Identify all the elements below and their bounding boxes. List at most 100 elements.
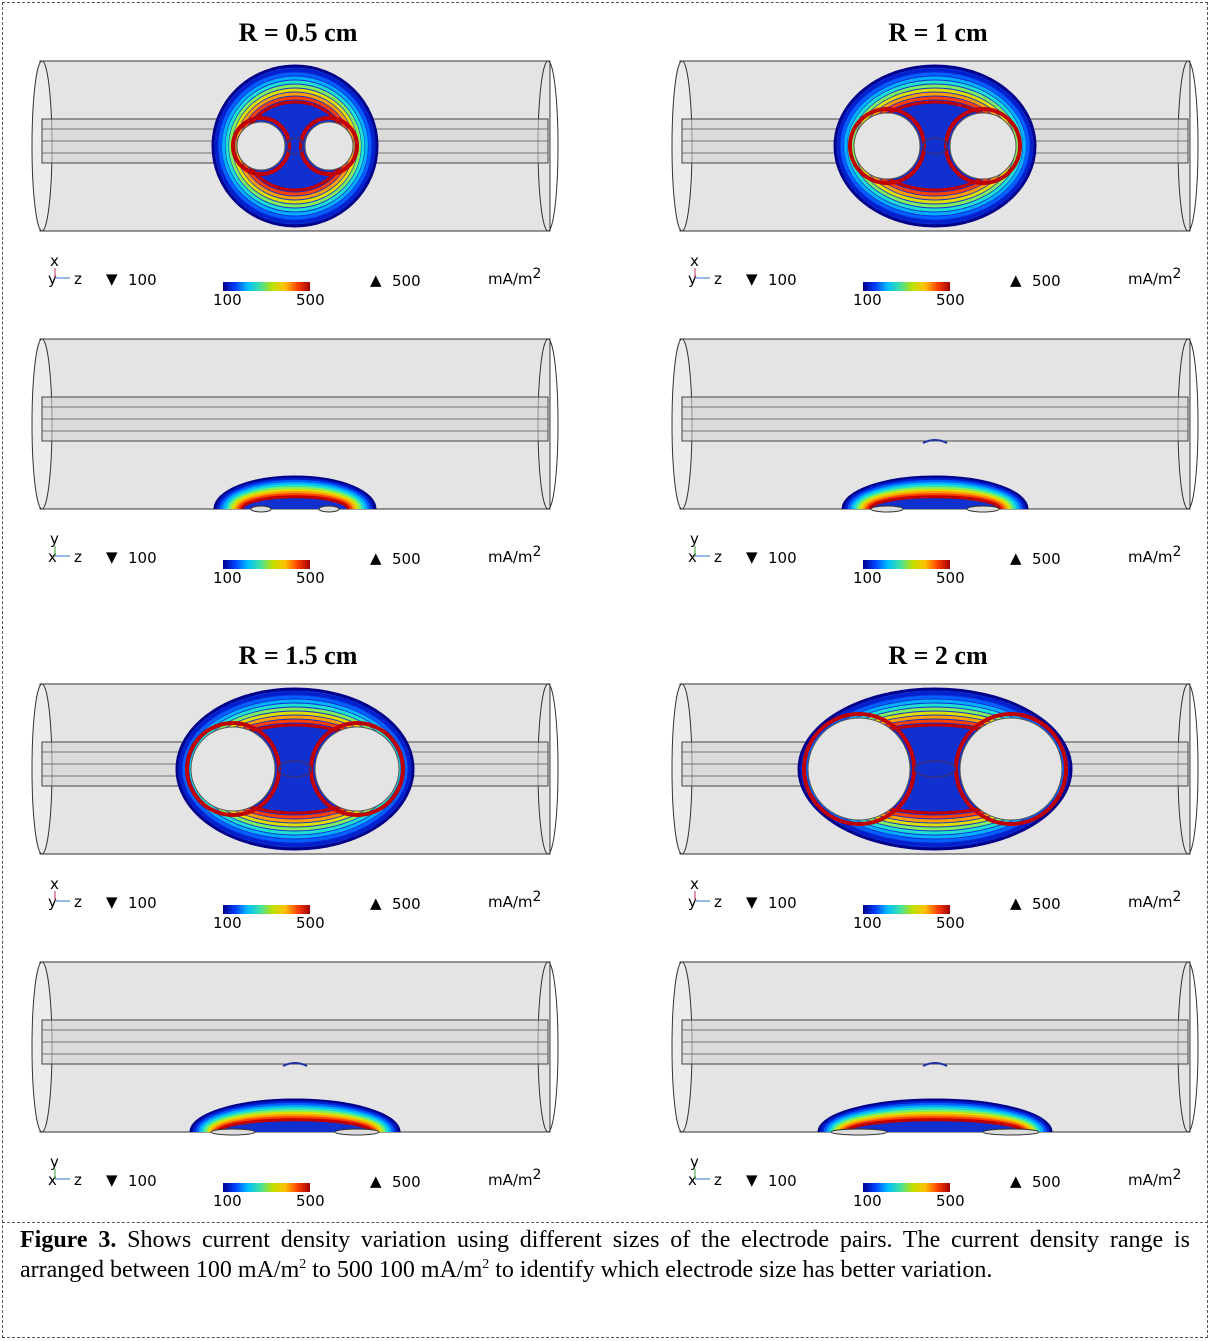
electrode (334, 1128, 380, 1136)
electrode (982, 1128, 1040, 1136)
max-value: 500 (392, 550, 421, 568)
electrode (830, 1128, 888, 1136)
contour (853, 484, 1017, 510)
unit: mA/m2 (488, 890, 541, 911)
simulation-view (31, 961, 559, 1136)
min-marker: ▼ (746, 270, 758, 288)
unit-text: mA/m (1128, 270, 1173, 288)
unit-sup: 2 (1172, 266, 1182, 282)
contour (835, 1111, 1035, 1133)
panel-title: R = 2 cm (888, 641, 988, 670)
max-marker: ▲ (1010, 549, 1022, 567)
axis-right-label: z (74, 893, 82, 911)
unit-sup: 2 (1172, 889, 1182, 905)
axis-depth-label: x (48, 1171, 57, 1189)
unit: mA/m2 (488, 545, 541, 566)
contour (228, 486, 362, 510)
contour (207, 1111, 383, 1133)
unit-sup: 2 (1172, 1167, 1182, 1183)
center-contour (278, 760, 312, 778)
axis-triad (54, 268, 70, 279)
axis-depth-label: y (48, 270, 57, 288)
max-marker: ▲ (370, 549, 382, 567)
colorbar-label: 500 (296, 1192, 325, 1210)
legend: y x z ▼ 100 100 500 ▲ 500 mA/m2 (668, 528, 1208, 588)
colorbar-label: 100 (853, 1192, 882, 1210)
caption-text: Shows current density variation using di… (20, 1227, 1191, 1283)
electrode (314, 726, 400, 812)
contour (865, 493, 1005, 510)
colorbar-label: 500 (936, 291, 965, 309)
legend: y x z ▼ 100 100 500 ▲ 500 mA/m2 (28, 1151, 568, 1211)
colorbar-label: 500 (296, 291, 325, 309)
colorbar-label: 500 (296, 914, 325, 932)
colorbar-label: 100 (853, 914, 882, 932)
axis-right-label: z (714, 270, 722, 288)
unit: mA/m2 (488, 267, 541, 288)
contour (201, 1107, 389, 1133)
panel: R = 1.5 cm x y z ▼ 100 100 500 ▲ 500 mA/m2 y x z ▼ 100 1… (28, 623, 568, 1233)
colorbar-label: 500 (936, 1192, 965, 1210)
contour (847, 479, 1023, 510)
max-value: 500 (392, 272, 421, 290)
axis-depth-label: y (688, 893, 697, 911)
contour (215, 68, 375, 224)
electrode (236, 121, 286, 171)
caption-text: to 500 100 mA/m (306, 1257, 483, 1283)
contour (218, 72, 372, 220)
small-contour (922, 439, 948, 444)
axis-right-label: z (74, 1171, 82, 1189)
colorbar-label: 500 (936, 569, 965, 587)
electrode (318, 505, 340, 513)
electrode (190, 726, 276, 812)
electrode (807, 717, 911, 821)
colorbar (863, 560, 950, 569)
axis-triad (694, 1169, 710, 1180)
colorbar (223, 905, 310, 914)
max-value: 500 (1032, 272, 1061, 290)
axis-up-label: y (50, 1153, 59, 1171)
contour (210, 1113, 380, 1133)
contour (222, 76, 368, 216)
simulation-view (31, 683, 559, 855)
min-marker: ▼ (106, 270, 118, 288)
contour (231, 488, 359, 510)
min-value: 100 (768, 549, 797, 567)
unit: mA/m2 (1128, 545, 1181, 566)
contour (216, 477, 374, 510)
caption: Figure 3. Shows current density variatio… (2, 1222, 1208, 1338)
colorbar-label: 100 (213, 914, 242, 932)
max-value: 500 (392, 895, 421, 913)
electrode-ring (231, 116, 291, 176)
unit-text: mA/m (488, 1171, 533, 1189)
center-contour (922, 137, 948, 155)
axis-triad (694, 268, 710, 279)
axis-depth-label: x (48, 548, 57, 566)
axis-triad (54, 891, 70, 902)
electrode (949, 112, 1017, 180)
unit: mA/m2 (1128, 1168, 1181, 1189)
simulation-view (31, 60, 559, 232)
axis-triad (54, 546, 70, 557)
unit-sup: 2 (532, 1167, 542, 1183)
axis-right-label: z (74, 270, 82, 288)
max-marker: ▲ (370, 271, 382, 289)
center-contour (286, 137, 304, 155)
panel-title: R = 0.5 cm (238, 18, 358, 47)
axis-right-label: z (714, 548, 722, 566)
colorbar-label: 100 (213, 569, 242, 587)
contour (195, 1102, 395, 1133)
electrode (853, 112, 921, 180)
min-value: 100 (128, 894, 157, 912)
unit: mA/m2 (488, 1168, 541, 1189)
min-value: 100 (768, 271, 797, 289)
electrode-ring (299, 116, 359, 176)
max-marker: ▲ (1010, 894, 1022, 912)
caption-sup: 2 (482, 1257, 490, 1272)
axis-up-label: x (50, 875, 59, 893)
electrode (870, 505, 904, 513)
contour (240, 495, 350, 510)
contour (832, 1109, 1038, 1133)
axis-right-label: z (74, 548, 82, 566)
contour (841, 1116, 1029, 1133)
